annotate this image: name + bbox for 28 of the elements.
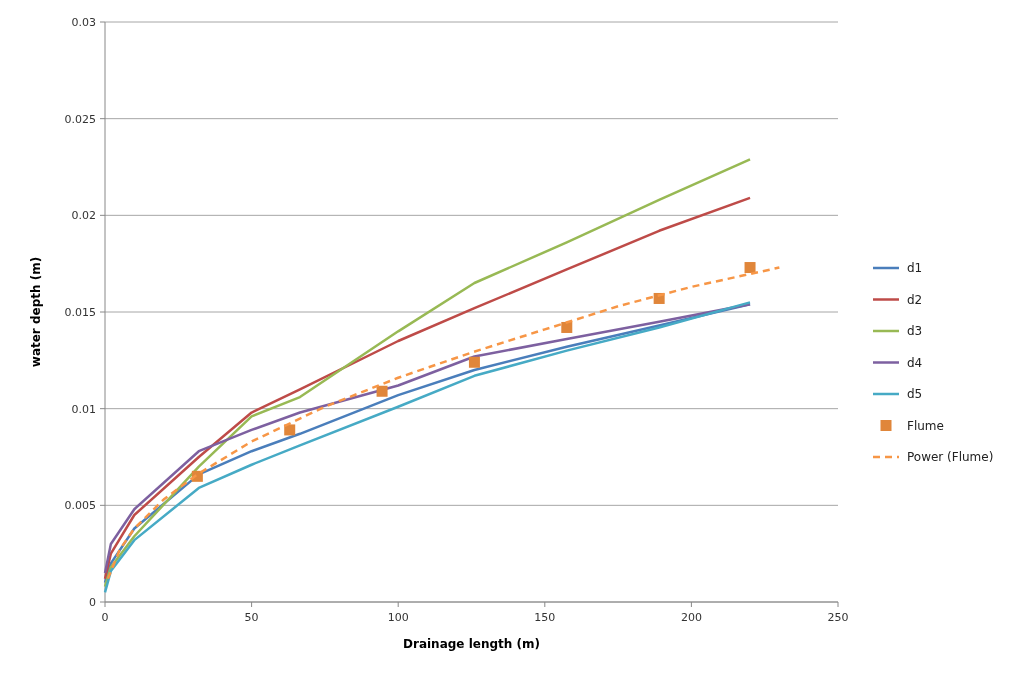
y-tick-label: 0 (89, 596, 96, 609)
legend-label: d3 (907, 324, 923, 338)
line-series (106, 266, 781, 581)
x-axis-title: Drainage length (m) (403, 637, 540, 651)
y-axis-title: water depth (m) (29, 256, 43, 368)
x-tick-label: 150 (534, 611, 556, 624)
y-tick-label: 0.01 (71, 402, 96, 416)
legend-label: d5 (907, 387, 923, 401)
y-tick-label: 0.03 (71, 16, 96, 29)
point (468, 356, 480, 368)
x-tick-label: 50 (244, 611, 259, 624)
point (561, 321, 573, 333)
point (284, 424, 296, 436)
x-tick-label: 250 (827, 611, 849, 624)
legend-label: Flume (907, 418, 944, 433)
x-tick-label: 0 (101, 611, 109, 624)
y-tick-label: 0.02 (71, 209, 96, 223)
legend-label: Power (Flume) (907, 450, 994, 464)
y-tick-label: 0.025 (64, 112, 96, 126)
point (376, 385, 388, 397)
point (744, 262, 756, 274)
x-tick-label: 100 (387, 611, 409, 624)
legend-label: d4 (907, 355, 923, 370)
y-tick-label: 0.005 (64, 499, 96, 513)
y-tick-label: 0.015 (64, 306, 96, 319)
x-tick-label: 200 (680, 611, 702, 624)
legend-label: d2 (907, 292, 923, 307)
legend-label: d1 (907, 261, 923, 275)
